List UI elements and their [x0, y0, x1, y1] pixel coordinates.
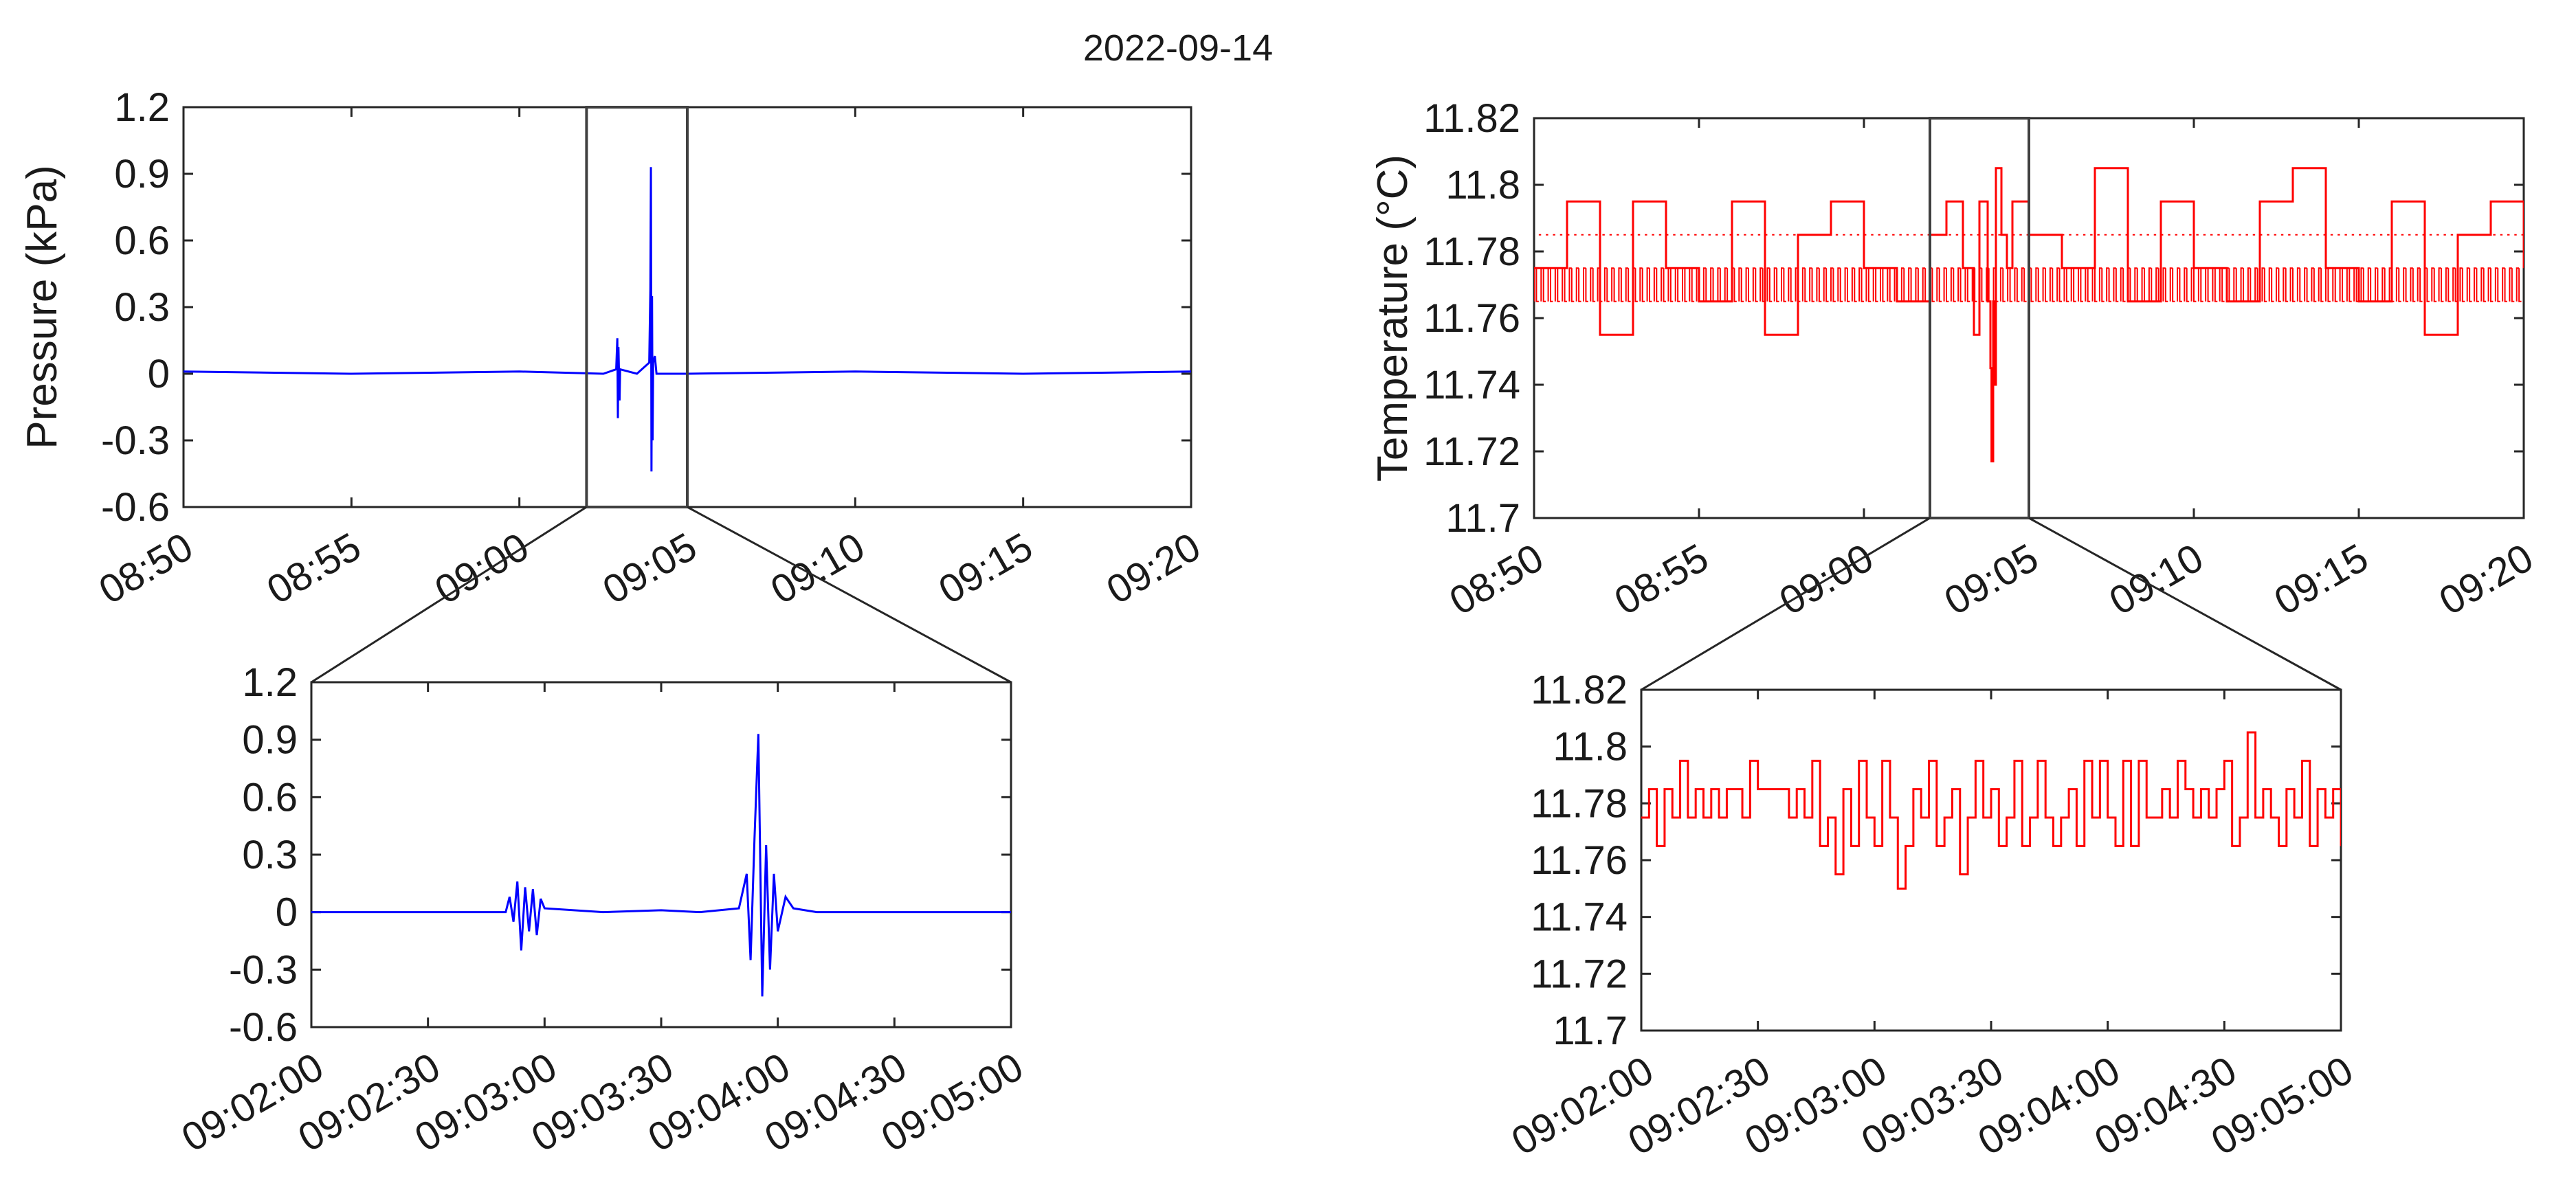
temperature-main-xtick-label: 09:05: [1937, 535, 2045, 624]
pressure-main-ytick-label: -0.3: [101, 418, 170, 463]
temperature-main-xtick-label: 09:15: [2267, 535, 2375, 624]
pressure-main-xtick-label: 09:10: [764, 524, 872, 613]
pressure-zoom-panel: 1.20.90.60.30-0.3-0.609:02:0009:02:3009:…: [174, 660, 1030, 1160]
pressure-main-xtick-label: 09:00: [428, 524, 536, 613]
temperature-main-ytick-label: 11.74: [1423, 363, 1520, 407]
temperature-main-xtick-label: 09:20: [2432, 535, 2540, 624]
temperature-main-xtick-label: 08:55: [1607, 535, 1716, 624]
pressure-main-ytick-label: -0.6: [101, 485, 170, 530]
temperature-zoom-ytick-label: 11.8: [1553, 725, 1628, 769]
temperature-main-connector-left: [1641, 517, 1931, 691]
pressure-main-series-line: [184, 167, 1191, 472]
pressure-main-xtick-label: 08:50: [91, 524, 200, 613]
figure-title: 2022-09-14: [1083, 27, 1273, 69]
pressure-zoom-axes-frame: [310, 681, 1012, 1028]
pressure-zoom-ytick-label: 0: [276, 890, 298, 935]
temperature-main-panel: 11.82 11.8 11.78 11.76 11.74 11.72 11.708:50 08…: [1369, 96, 2541, 624]
pressure-main-xtick-label: 09:15: [931, 524, 1040, 613]
temperature-main-zoom-box: [1929, 117, 2030, 519]
temperature-zoom-panel: 11.8211.811.7811.7611.7411.7211.709:02:0…: [1504, 668, 2360, 1164]
pressure-zoom-ytick-label: -0.6: [229, 1005, 298, 1050]
temperature-main-ytick-label: 11.82: [1423, 96, 1520, 141]
pressure-main-ytick-label: 1.2: [114, 85, 170, 130]
temperature-main-xtick-label: 08:50: [1442, 535, 1551, 624]
pressure-main-connector-right: [687, 506, 1012, 684]
temperature-main-connector-right: [2028, 517, 2342, 691]
temperature-zoom-ytick-label: 11.72: [1531, 952, 1628, 996]
pressure-zoom-ytick-label: 0.6: [242, 775, 298, 820]
pressure-main-ytick-label: 0.6: [114, 218, 170, 263]
pressure-main-xtick-label: 09:20: [1099, 524, 1208, 613]
temperature-zoom-axes-frame: [1640, 688, 2342, 1032]
pressure-zoom-series-line: [311, 734, 1011, 997]
temperature-main-ytick-label: 11.8: [1445, 163, 1520, 207]
temperature-main-ytick-label: 11.7: [1445, 496, 1520, 541]
temperature-main-ylabel: Temperature (°C): [1369, 155, 1417, 482]
temperature-zoom-ytick-label: 11.7: [1553, 1009, 1628, 1053]
temperature-main-ytick-label: 11.76: [1423, 296, 1520, 341]
temperature-zoom-ytick-label: 11.74: [1531, 895, 1628, 940]
pressure-main-ytick-label: 0: [148, 352, 170, 396]
pressure-zoom-ytick-label: 1.2: [242, 660, 298, 705]
pressure-main-zoom-box: [585, 106, 689, 508]
pressure-main-xtick-label: 09:05: [595, 524, 704, 613]
pressure-main-ylabel: Pressure (kPa): [19, 165, 66, 449]
temperature-zoom-series-line: [1641, 731, 2341, 890]
temperature-main-series-line: [1534, 167, 2524, 463]
temperature-zoom-ytick-label: 11.78: [1531, 781, 1628, 826]
pressure-zoom-ytick-label: -0.3: [229, 947, 298, 992]
temperature-zoom-ytick-label: 11.82: [1531, 668, 1628, 712]
pressure-zoom-ytick-label: 0.3: [242, 833, 298, 877]
zoom-connectors: [311, 506, 2342, 691]
pressure-main-connector-left: [311, 506, 588, 684]
pressure-main-ytick-label: 0.3: [114, 285, 170, 330]
temperature-noise-band: [1534, 234, 2524, 302]
temperature-zoom-ytick-label: 11.76: [1531, 838, 1628, 883]
temperature-main-xtick-label: 09:10: [2102, 535, 2210, 624]
temperature-noise-path: [1534, 234, 2524, 302]
temperature-main-ytick-label: 11.78: [1423, 229, 1520, 274]
pressure-main-panel: 1.2 0.9 0.6 0.3 0 -0.3 -0.608:50 08:55 09:00 09:0…: [19, 85, 1208, 613]
pressure-main-ytick-label: 0.9: [114, 152, 170, 196]
pressure-main-xtick-label: 08:55: [260, 524, 368, 613]
pressure-zoom-ytick-label: 0.9: [242, 718, 298, 763]
temperature-main-ytick-label: 11.72: [1423, 429, 1520, 474]
